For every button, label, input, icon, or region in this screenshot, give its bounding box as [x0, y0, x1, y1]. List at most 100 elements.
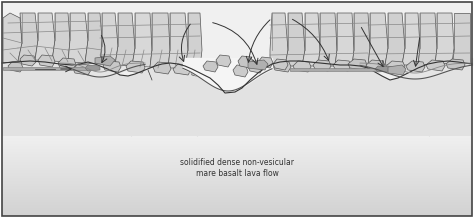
Polygon shape [153, 62, 171, 74]
Bar [2, 158, 472, 159]
Bar [2, 202, 472, 203]
Polygon shape [348, 59, 367, 70]
Bar [2, 170, 472, 171]
Polygon shape [248, 62, 263, 73]
Polygon shape [446, 59, 465, 70]
Bar [2, 192, 472, 193]
Polygon shape [273, 61, 291, 72]
Bar [2, 148, 472, 149]
Bar [2, 183, 472, 184]
Bar [2, 210, 472, 211]
Bar [2, 191, 472, 192]
Bar [2, 213, 472, 214]
Bar [2, 173, 472, 174]
Bar [2, 144, 472, 145]
Polygon shape [388, 65, 406, 75]
Polygon shape [368, 13, 388, 65]
Bar [2, 204, 472, 205]
Polygon shape [293, 61, 311, 72]
Bar [2, 139, 472, 140]
Polygon shape [126, 61, 145, 73]
Bar [2, 198, 472, 199]
Polygon shape [435, 13, 454, 64]
Bar [2, 188, 472, 189]
Polygon shape [173, 64, 191, 75]
Bar [2, 16, 472, 136]
Polygon shape [313, 60, 331, 71]
Bar [2, 211, 472, 212]
Bar [2, 136, 472, 137]
Bar [2, 154, 472, 155]
Bar [2, 159, 472, 160]
Bar [2, 145, 472, 146]
Polygon shape [386, 61, 405, 72]
Text: blocky ejecta
crater: blocky ejecta crater [168, 8, 216, 22]
Bar [2, 152, 472, 153]
Polygon shape [233, 65, 248, 77]
Bar [2, 172, 472, 173]
Bar [2, 180, 472, 181]
Bar [2, 161, 472, 162]
Text: autochthonous breccia: autochthonous breccia [155, 80, 237, 86]
Bar [2, 199, 472, 200]
Bar [2, 184, 472, 185]
Polygon shape [73, 64, 91, 75]
Bar [2, 142, 472, 143]
Bar [2, 193, 472, 194]
Polygon shape [406, 61, 425, 72]
Bar [2, 176, 472, 177]
Polygon shape [270, 13, 288, 66]
Bar [2, 143, 472, 144]
Polygon shape [258, 57, 273, 68]
Bar [2, 203, 472, 204]
Bar [2, 214, 472, 215]
Bar [2, 207, 472, 208]
Bar [2, 179, 472, 180]
Bar [2, 186, 472, 187]
Bar [2, 195, 472, 196]
Polygon shape [2, 61, 472, 136]
Polygon shape [52, 13, 70, 62]
Bar [2, 205, 472, 206]
Polygon shape [2, 2, 472, 93]
Bar [2, 212, 472, 213]
Bar [2, 141, 472, 142]
Bar [2, 201, 472, 202]
Bar [2, 185, 472, 186]
Polygon shape [185, 60, 270, 85]
Bar [2, 196, 472, 197]
Bar [2, 194, 472, 195]
Polygon shape [290, 68, 380, 71]
Bar [2, 175, 472, 176]
Polygon shape [20, 55, 36, 66]
Polygon shape [216, 55, 231, 67]
Polygon shape [302, 13, 320, 66]
Text: concentric
crater: concentric crater [408, 33, 446, 46]
Polygon shape [38, 55, 55, 67]
Polygon shape [375, 66, 392, 72]
Bar [2, 208, 472, 209]
Bar [2, 151, 472, 152]
Polygon shape [18, 13, 38, 61]
Bar [2, 177, 472, 178]
Bar [2, 190, 472, 191]
Polygon shape [285, 13, 305, 66]
Polygon shape [352, 13, 370, 66]
Bar [2, 137, 472, 138]
Polygon shape [100, 13, 118, 65]
Polygon shape [452, 13, 470, 63]
Polygon shape [68, 13, 88, 63]
Bar [2, 163, 472, 164]
Polygon shape [168, 13, 188, 68]
Bar [2, 138, 472, 139]
Polygon shape [333, 60, 351, 71]
Text: no blocky
ejecta: no blocky ejecta [261, 8, 295, 22]
Polygon shape [35, 13, 55, 61]
Bar [2, 187, 472, 188]
Bar [2, 182, 472, 183]
Polygon shape [385, 13, 405, 65]
Polygon shape [85, 13, 102, 64]
Bar [2, 206, 472, 207]
Text: solidified dense non-vesicular
mare basalt lava flow: solidified dense non-vesicular mare basa… [180, 158, 294, 178]
Bar [2, 167, 472, 168]
